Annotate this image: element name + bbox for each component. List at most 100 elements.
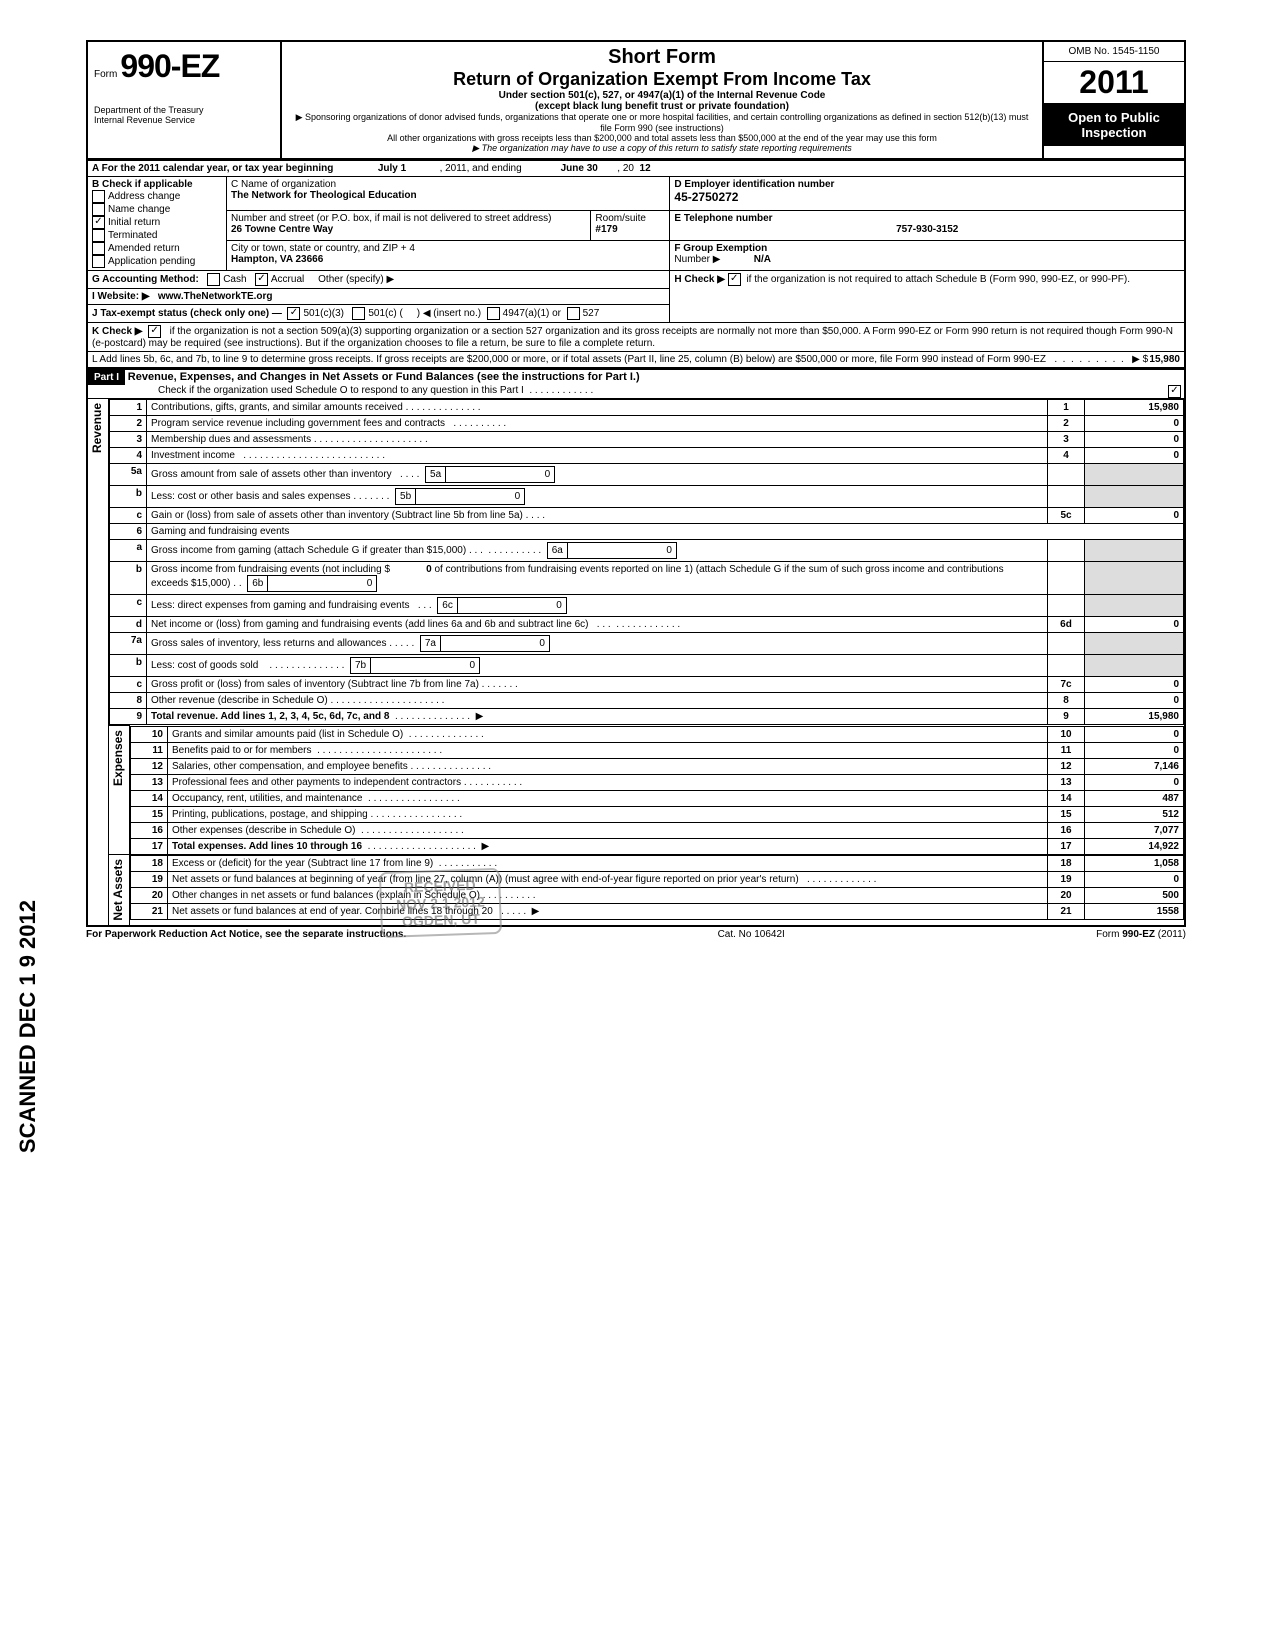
netassets-label: Net Assets xyxy=(109,855,127,925)
opt-pending: Application pending xyxy=(108,256,195,267)
l3: Membership dues and assessments xyxy=(151,434,311,445)
l7c: Gross profit or (loss) from sales of inv… xyxy=(151,679,479,690)
n6d: 6d xyxy=(1048,617,1085,633)
v6c: 0 xyxy=(457,598,566,614)
omb-number: OMB No. 1545-1150 xyxy=(1044,42,1184,62)
l6: Gaming and fundraising events xyxy=(151,526,289,537)
l-val: 15,980 xyxy=(1149,354,1180,365)
l13: Professional fees and other payments to … xyxy=(172,777,461,788)
v10: 0 xyxy=(1085,726,1184,742)
e-val: 757-930-3152 xyxy=(896,224,958,235)
cb-accrual[interactable]: ✓ xyxy=(255,273,268,286)
expenses-label: Expenses xyxy=(109,726,127,790)
j-527: 527 xyxy=(583,308,600,319)
form-prefix: Form xyxy=(94,69,117,80)
l2: Program service revenue including govern… xyxy=(151,418,445,429)
room-label: Room/suite xyxy=(595,213,646,224)
l1: Contributions, gifts, grants, and simila… xyxy=(151,402,403,413)
v6d: 0 xyxy=(1085,617,1184,633)
cb-part1[interactable]: ✓ xyxy=(1168,385,1181,398)
n8: 8 xyxy=(1048,693,1085,709)
n14: 14 xyxy=(1048,790,1085,806)
opt-terminated: Terminated xyxy=(108,230,157,241)
l-arrow: ▶ $ xyxy=(1132,354,1148,365)
cb-k[interactable]: ✓ xyxy=(148,325,161,338)
subtitle1: Under section 501(c), 527, or 4947(a)(1)… xyxy=(290,90,1034,101)
n6c: 6c xyxy=(438,598,458,614)
v1: 15,980 xyxy=(1085,400,1184,416)
n20: 20 xyxy=(1048,887,1085,903)
n4: 4 xyxy=(1048,448,1085,464)
l8: Other revenue (describe in Schedule O) xyxy=(151,695,328,706)
end-month: June 30 xyxy=(561,163,598,174)
n5a: 5a xyxy=(426,467,446,483)
d-val: 45-2750272 xyxy=(674,190,738,204)
cb-h[interactable]: ✓ xyxy=(728,273,741,286)
v5c: 0 xyxy=(1085,508,1184,524)
cb-initial-return[interactable]: ✓ xyxy=(92,216,105,229)
cb-terminated[interactable] xyxy=(92,229,105,242)
cb-amended[interactable] xyxy=(92,242,105,255)
header-center: Short Form Return of Organization Exempt… xyxy=(282,42,1044,158)
v4: 0 xyxy=(1085,448,1184,464)
l6a: Gross income from gaming (attach Schedul… xyxy=(151,545,466,556)
cb-cash[interactable] xyxy=(207,273,220,286)
n11: 11 xyxy=(1048,742,1085,758)
l9: Total revenue. Add lines 1, 2, 3, 4, 5c,… xyxy=(151,711,389,722)
n6a: 6a xyxy=(547,543,567,559)
h-label: H Check ▶ xyxy=(674,274,724,285)
footer-left: For Paperwork Reduction Act Notice, see … xyxy=(86,929,406,940)
l10: Grants and similar amounts paid (list in… xyxy=(172,729,403,740)
l7b: Less: cost of goods sold xyxy=(151,660,258,671)
l4: Investment income xyxy=(151,450,235,461)
c-label: C Name of organization xyxy=(231,179,336,190)
cb-4947[interactable] xyxy=(487,307,500,320)
part1-table: Part I Revenue, Expenses, and Changes in… xyxy=(86,369,1186,927)
l5a: Gross amount from sale of assets other t… xyxy=(151,469,392,480)
v12: 7,146 xyxy=(1085,758,1184,774)
end-year-label: , 20 xyxy=(617,163,634,174)
year-prefix: 20 xyxy=(1079,64,1115,100)
city-val: Hampton, VA 23666 xyxy=(231,254,323,265)
b-label: B Check if applicable xyxy=(92,179,193,190)
g-other: Other (specify) ▶ xyxy=(318,274,394,285)
l15: Printing, publications, postage, and shi… xyxy=(172,809,368,820)
cb-app-pending[interactable] xyxy=(92,255,105,268)
n1: 1 xyxy=(1048,400,1085,416)
opt-initial: Initial return xyxy=(108,217,160,228)
n19: 19 xyxy=(1048,871,1085,887)
l14: Occupancy, rent, utilities, and maintena… xyxy=(172,793,362,804)
cb-501c[interactable] xyxy=(352,307,365,320)
n7b: 7b xyxy=(350,658,370,674)
tax-year: 2011 xyxy=(1044,62,1184,104)
n7a: 7a xyxy=(420,636,440,652)
identity-section: A For the 2011 calendar year, or tax yea… xyxy=(86,160,1186,369)
v3: 0 xyxy=(1085,432,1184,448)
part1-title: Revenue, Expenses, and Changes in Net As… xyxy=(128,371,640,383)
f-label: F Group Exemption xyxy=(674,243,767,254)
netassets-lines: 18Excess or (deficit) for the year (Subt… xyxy=(130,855,1184,920)
v13: 0 xyxy=(1085,774,1184,790)
addr-label: Number and street (or P.O. box, if mail … xyxy=(231,213,552,224)
cb-527[interactable] xyxy=(567,307,580,320)
v7c: 0 xyxy=(1085,677,1184,693)
l17: Total expenses. Add lines 10 through 16 xyxy=(172,841,362,852)
footer-right: Form 990-EZ (2011) xyxy=(1096,929,1186,940)
note3: ▶ The organization may have to use a cop… xyxy=(290,143,1034,154)
v6b: 0 xyxy=(268,576,377,592)
l7a: Gross sales of inventory, less returns a… xyxy=(151,638,386,649)
n5b: 5b xyxy=(396,489,416,505)
header-right: OMB No. 1545-1150 2011 Open to Public In… xyxy=(1044,42,1184,158)
v20: 500 xyxy=(1085,887,1184,903)
j-501c: 501(c) ( xyxy=(368,308,402,319)
cb-address-change[interactable] xyxy=(92,190,105,203)
cb-name-change[interactable] xyxy=(92,203,105,216)
n3: 3 xyxy=(1048,432,1085,448)
revenue-label: Revenue xyxy=(88,399,106,457)
c-name: The Network for Theological Education xyxy=(231,190,417,201)
v18: 1,058 xyxy=(1085,855,1184,871)
cb-501c3[interactable]: ✓ xyxy=(287,307,300,320)
v21: 1558 xyxy=(1085,903,1184,919)
n2: 2 xyxy=(1048,416,1085,432)
footer: For Paperwork Reduction Act Notice, see … xyxy=(86,927,1186,940)
